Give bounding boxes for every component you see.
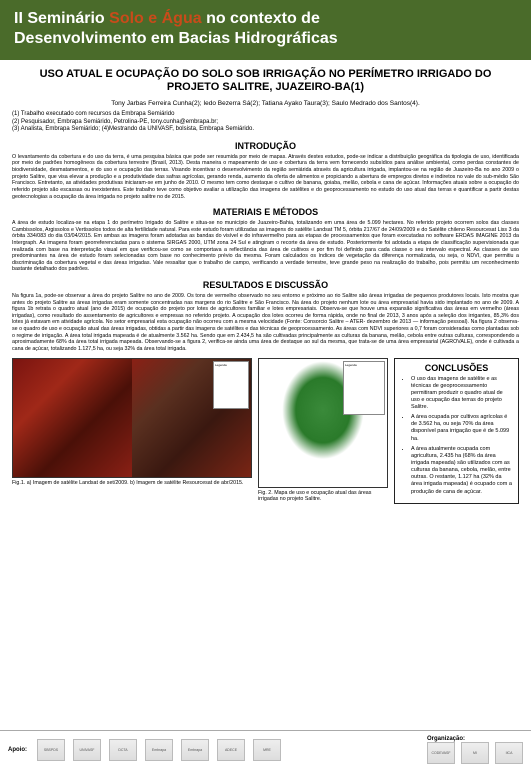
fig1a-panel bbox=[13, 359, 132, 477]
logo: ADECE bbox=[217, 739, 245, 761]
apoio-label: Apoio: bbox=[8, 747, 27, 753]
text-materiais: A área de estudo localiza-se na etapa 1 … bbox=[12, 220, 519, 273]
affiliations: (1) Trabalho executado com recursos da E… bbox=[12, 111, 519, 134]
conclusions-box: CONCLUSÕES O uso das imagens de satélite… bbox=[394, 358, 519, 504]
conclusion-item: A área atualmente ocupada com agricultur… bbox=[411, 446, 512, 496]
fig2-legend: Legenda bbox=[343, 361, 385, 415]
logo: MRE bbox=[253, 739, 281, 761]
header-line1: II Seminário Solo e Água no contexto de bbox=[14, 10, 517, 28]
heading-resultados: RESULTADOS E DISCUSSÃO bbox=[12, 280, 519, 290]
conclusion-item: O uso das imagens de satélite e as técni… bbox=[411, 376, 512, 412]
seminar-header: II Seminário Solo e Água no contexto de … bbox=[0, 0, 531, 60]
affiliation-row: (3) Analista, Embrapa Semiárido; (4)Mest… bbox=[12, 126, 519, 134]
org-logo: CODEVASF bbox=[427, 742, 455, 764]
header-highlight: Solo e Água bbox=[109, 10, 201, 27]
conclusion-item: A área ocupada por cultivos agrícolas é … bbox=[411, 414, 512, 443]
figure-1: Legenda Fig.1. a) Imagem de satélite Lan… bbox=[12, 358, 252, 486]
header-suffix: no contexto de bbox=[206, 10, 320, 27]
fig2-image: Legenda bbox=[258, 358, 388, 488]
affiliation-row: (2) Pesquisador, Embrapa Semiárido, Petr… bbox=[12, 119, 519, 127]
support-logos: SBSPDS UNIVASF DCTA Embrapa Embrapa ADEC… bbox=[37, 739, 417, 761]
figure-2: Legenda Fig. 2. Mapa de uso e ocupação a… bbox=[258, 358, 388, 503]
poster-body: USO ATUAL E OCUPAÇÃO DO SOLO SOB IRRIGAÇ… bbox=[0, 60, 531, 512]
footer-bar: Apoio: SBSPDS UNIVASF DCTA Embrapa Embra… bbox=[0, 730, 531, 768]
authors-line: Tony Jarbas Ferreira Cunha(2); Iedo Beze… bbox=[12, 100, 519, 107]
text-resultados: Na figura 1a, pode-se observar a área do… bbox=[12, 293, 519, 352]
figures-row: Legenda Fig.1. a) Imagem de satélite Lan… bbox=[12, 358, 519, 504]
logo: DCTA bbox=[109, 739, 137, 761]
fig2-caption: Fig. 2. Mapa de uso e ocupação atual das… bbox=[258, 490, 388, 503]
heading-introducao: INTRODUÇÃO bbox=[12, 141, 519, 151]
fig1b-panel: Legenda bbox=[132, 359, 251, 477]
text-introducao: O levantamento da cobertura e do uso da … bbox=[12, 154, 519, 200]
poster-title: USO ATUAL E OCUPAÇÃO DO SOLO SOB IRRIGAÇ… bbox=[12, 68, 519, 94]
fig1-caption: Fig.1. a) Imagem de satélite Landsat de … bbox=[12, 480, 252, 486]
logo: SBSPDS bbox=[37, 739, 65, 761]
logo: Embrapa bbox=[181, 739, 209, 761]
fig1-image: Legenda bbox=[12, 358, 252, 478]
affiliation-row: (1) Trabalho executado com recursos da E… bbox=[12, 111, 519, 119]
logo: UNIVASF bbox=[73, 739, 101, 761]
logo: Embrapa bbox=[145, 739, 173, 761]
org-logo: IICA bbox=[495, 742, 523, 764]
heading-conclusoes: CONCLUSÕES bbox=[401, 363, 512, 373]
fig1-legend: Legenda bbox=[213, 361, 249, 409]
conclusions-list: O uso das imagens de satélite e as técni… bbox=[401, 376, 512, 496]
heading-materiais: MATERIAIS E MÉTODOS bbox=[12, 207, 519, 217]
header-line2: Desenvolvimento em Bacias Hidrográficas bbox=[14, 30, 517, 48]
org-logo: MI bbox=[461, 742, 489, 764]
organization-block: Organização: CODEVASF MI IICA bbox=[427, 736, 523, 764]
header-prefix: II Seminário bbox=[14, 10, 105, 27]
